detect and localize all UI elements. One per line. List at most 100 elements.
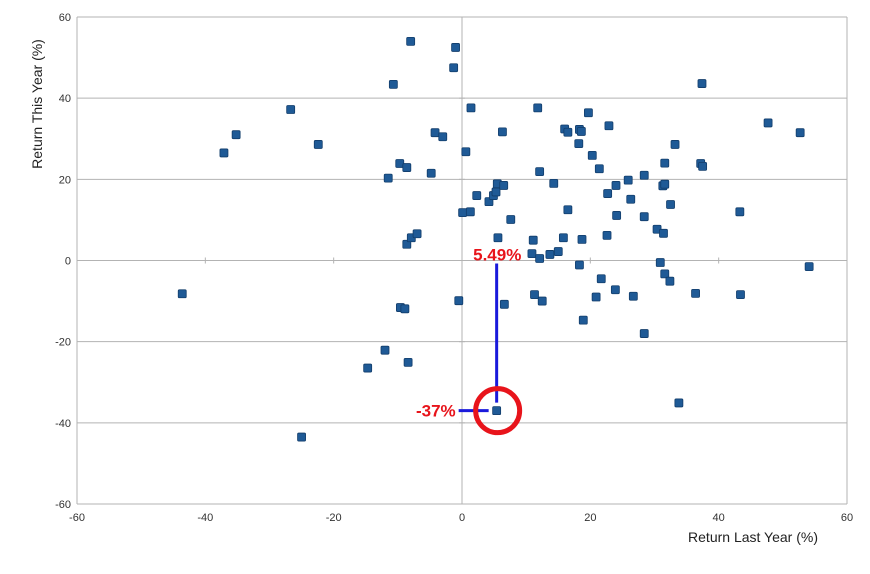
data-point (674, 398, 684, 408)
data-point (545, 250, 555, 259)
annotation-label: 5.49% (473, 246, 521, 265)
data-point (498, 127, 507, 137)
x-tick-label: -40 (197, 512, 213, 524)
axis-layer (76, 16, 848, 505)
data-point (402, 163, 412, 172)
y-tick-label: 20 (59, 174, 71, 186)
x-tick-label: 60 (841, 512, 853, 524)
annotation-layer: 5.49% -37% (416, 246, 523, 436)
data-point (231, 130, 241, 140)
data-point (535, 254, 545, 263)
data-point (454, 296, 464, 306)
data-point (587, 150, 597, 160)
data-point (499, 181, 509, 190)
data-point (628, 291, 638, 301)
data-points-layer (177, 36, 814, 442)
data-point (659, 228, 668, 238)
annotation-label: -37% (416, 402, 456, 421)
data-point (388, 79, 398, 89)
data-point (660, 269, 670, 279)
x-tick-label: -20 (326, 512, 342, 524)
data-point (403, 357, 413, 367)
data-point (666, 200, 675, 209)
data-point (426, 168, 436, 178)
data-point (795, 128, 805, 138)
x-tick-label: -60 (69, 512, 85, 524)
data-point (451, 43, 460, 52)
data-point (491, 187, 501, 197)
data-point (553, 247, 563, 256)
x-axis-title: Return Last Year (%) (688, 529, 818, 545)
data-point (400, 304, 410, 314)
data-point (563, 205, 573, 215)
x-tick-label: 40 (713, 512, 725, 524)
data-point (383, 173, 393, 183)
x-tick-label: 20 (584, 512, 596, 524)
data-point (735, 207, 745, 217)
data-point (604, 121, 614, 131)
data-point (177, 289, 187, 299)
data-point (763, 118, 773, 128)
data-point (402, 239, 412, 249)
highlight-circle (473, 386, 523, 436)
x-tick-label: 0 (459, 512, 465, 524)
data-point (563, 127, 573, 137)
y-axis-title: Return This Year (%) (29, 39, 45, 169)
data-point (576, 127, 586, 136)
data-point (363, 363, 373, 373)
data-point (655, 258, 665, 267)
data-point (530, 290, 539, 299)
data-point (406, 36, 416, 46)
data-point (639, 212, 649, 222)
data-point (612, 211, 622, 220)
data-point (660, 179, 670, 189)
data-point (219, 148, 229, 158)
data-point (602, 230, 612, 240)
data-point (549, 178, 559, 188)
data-point (578, 315, 588, 325)
y-tick-label: 40 (59, 93, 71, 105)
data-point (492, 406, 502, 416)
y-tick-label: 0 (65, 256, 71, 268)
tick-label-layer: -60 -40 -20 0 20 40 60 -60 -40 -20 0 20 40 60 (55, 12, 853, 524)
data-point (412, 229, 422, 239)
data-point (449, 63, 459, 73)
data-point (472, 191, 482, 200)
data-point (575, 260, 584, 270)
data-point (574, 139, 584, 149)
data-point (528, 235, 538, 245)
data-point (594, 164, 604, 174)
y-tick-label: -20 (55, 337, 71, 349)
y-tick-label: 60 (59, 12, 71, 24)
data-point (380, 345, 390, 355)
data-point (603, 189, 613, 198)
data-point (596, 274, 606, 284)
data-point (527, 249, 537, 259)
data-point (611, 181, 621, 190)
data-point (584, 108, 593, 118)
data-point (458, 208, 468, 218)
data-point (804, 262, 814, 271)
data-point (610, 285, 620, 295)
data-point (591, 292, 601, 302)
data-point (558, 233, 568, 243)
data-point (506, 215, 516, 224)
data-point (577, 234, 587, 244)
data-point (466, 103, 476, 113)
data-point (499, 299, 509, 309)
data-point (626, 194, 636, 204)
data-point (313, 140, 323, 149)
data-point (465, 207, 475, 217)
data-point (639, 329, 649, 338)
data-point (736, 290, 745, 299)
data-point (533, 103, 543, 113)
data-point (493, 233, 503, 243)
data-point (535, 167, 545, 177)
data-point (697, 79, 707, 88)
data-point (438, 132, 448, 142)
data-point (623, 175, 633, 185)
data-point (660, 158, 670, 168)
data-point (297, 432, 306, 442)
data-point (286, 105, 296, 114)
